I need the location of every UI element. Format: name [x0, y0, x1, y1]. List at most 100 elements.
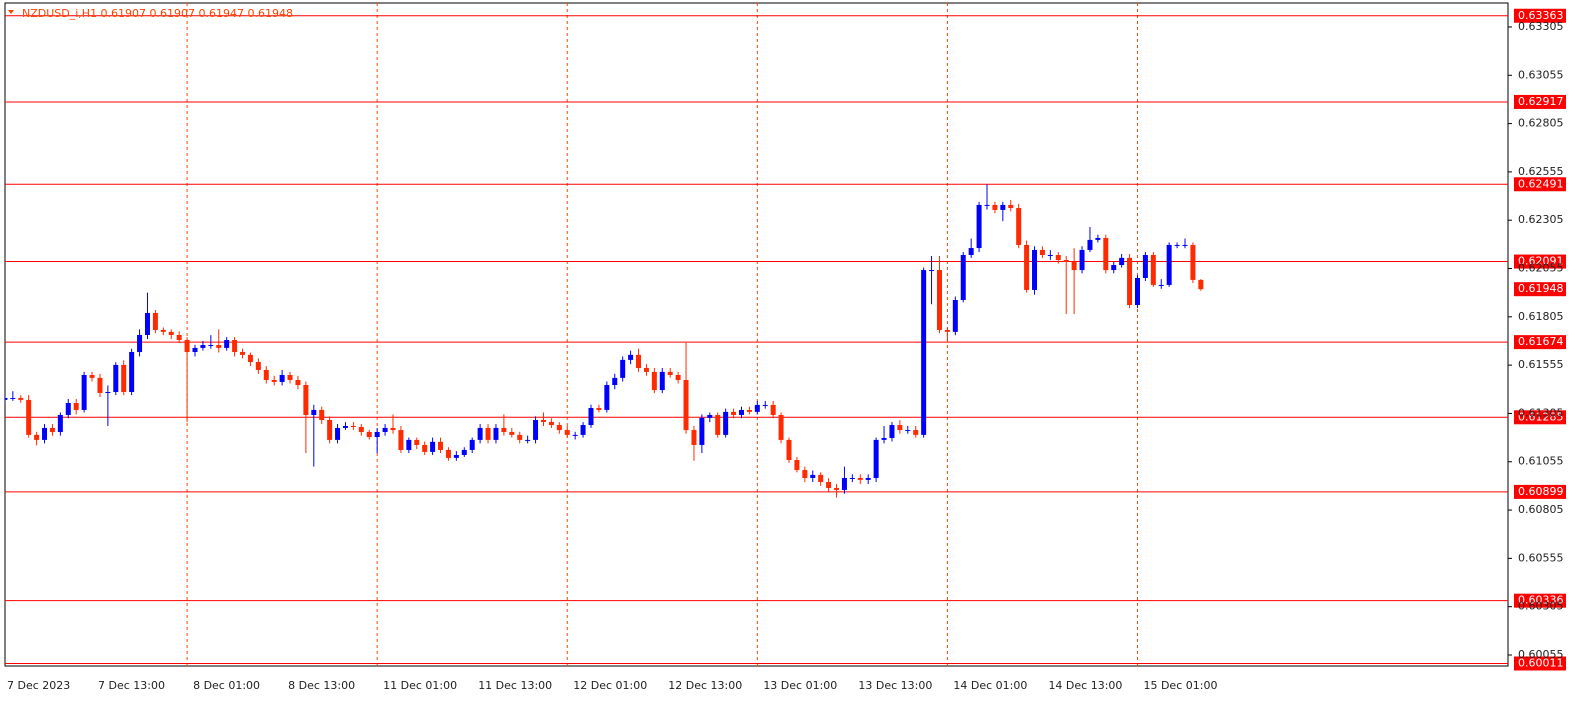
candle-body [1095, 237, 1101, 240]
candle-body [762, 404, 768, 406]
candle-body [342, 425, 348, 428]
x-tick-label: 12 Dec 01:00 [573, 679, 647, 692]
candle-body [984, 204, 990, 206]
candle-body [240, 351, 246, 355]
candle-body [485, 427, 491, 440]
candle-body [42, 427, 48, 440]
level-box [1514, 177, 1566, 192]
candle-body [152, 312, 158, 330]
current-price-label: 0.61948 [1518, 282, 1564, 295]
candle-body [992, 204, 998, 210]
level-box [1514, 8, 1566, 23]
candle-body [913, 430, 919, 435]
candle-body [398, 430, 404, 450]
level-box [1514, 410, 1566, 425]
candle-body [121, 364, 127, 392]
candle-body [469, 439, 475, 450]
level-label: 0.62491 [1518, 177, 1564, 190]
candle-body [818, 474, 824, 483]
candle-body [723, 411, 729, 435]
candle-body [786, 439, 792, 461]
candle-body [1024, 244, 1030, 290]
candle-body [501, 427, 507, 432]
candle-body [960, 254, 966, 301]
candle-body [715, 414, 721, 435]
candle-body [247, 354, 253, 363]
candle-body [327, 420, 333, 440]
candle-body [422, 444, 428, 452]
candle-body [738, 409, 744, 415]
candle-body [224, 340, 230, 348]
candle-body [406, 439, 412, 450]
candle-body [929, 270, 935, 272]
candle-body [129, 351, 135, 392]
candle-body [1047, 254, 1053, 256]
candle-body [1166, 244, 1172, 285]
level-box [1514, 656, 1566, 671]
candle-body [160, 329, 166, 332]
candle-body [1008, 204, 1014, 209]
candle-body [1119, 257, 1125, 266]
x-tick-label: 14 Dec 01:00 [953, 679, 1027, 692]
y-tick-label: 0.60805 [1518, 503, 1564, 516]
y-tick-label: 0.63305 [1518, 20, 1564, 33]
candle-body [596, 408, 602, 410]
candle-body [89, 374, 95, 378]
candle-body [1087, 239, 1093, 250]
candle-body [287, 374, 293, 381]
candle-body [1055, 254, 1061, 261]
x-tick-label: 8 Dec 01:00 [193, 679, 260, 692]
candle-body [675, 374, 681, 381]
candle-body [873, 439, 879, 478]
candle-body [746, 409, 752, 412]
candle-body [659, 371, 665, 391]
y-tick-label: 0.62555 [1518, 165, 1564, 178]
y-tick-label: 0.61555 [1518, 358, 1564, 371]
candle-body [889, 425, 895, 438]
candle-body [778, 414, 784, 440]
candle-body [881, 437, 887, 440]
candle-body [865, 477, 871, 480]
candle-body [683, 380, 689, 431]
candle-body [667, 371, 673, 375]
x-tick-label: 15 Dec 01:00 [1143, 679, 1217, 692]
candle-body [810, 474, 816, 478]
candle-body [1079, 249, 1085, 271]
candle-body [255, 362, 261, 370]
candle-body [1158, 284, 1164, 286]
candle-body [350, 425, 356, 427]
candles-layer [5, 184, 1204, 498]
candle-body [849, 477, 855, 479]
candle-body [26, 399, 32, 435]
candle-body [564, 430, 570, 435]
candle-body [1150, 254, 1156, 285]
candle-body [936, 270, 942, 330]
candle-body [105, 391, 111, 393]
candle-body [34, 434, 40, 440]
candle-body [968, 248, 974, 255]
x-tick-label: 7 Dec 13:00 [98, 679, 165, 692]
candle-body [651, 371, 657, 391]
levels-layer: 0.63363 0.62917 0.62491 0.62091 0.61674 0.612… [5, 8, 1566, 671]
candle-body [556, 425, 562, 431]
candle-body [414, 439, 420, 445]
candle-body [295, 380, 301, 386]
candle-body [1016, 208, 1022, 245]
level-label: 0.60336 [1518, 594, 1564, 607]
candle-body [1071, 261, 1077, 271]
candle-body [374, 431, 380, 438]
candle-body [445, 449, 451, 458]
candle-body [430, 441, 436, 452]
candle-body [176, 334, 182, 341]
candle-body [636, 354, 642, 369]
candle-body [1111, 265, 1117, 271]
y-tick-label: 0.60305 [1518, 600, 1564, 613]
candle-body [5, 397, 8, 400]
x-tick-label: 11 Dec 01:00 [383, 679, 457, 692]
level-box [1514, 593, 1566, 608]
candle-body [826, 482, 832, 489]
candle-body [620, 359, 626, 378]
candle-body [944, 329, 950, 332]
